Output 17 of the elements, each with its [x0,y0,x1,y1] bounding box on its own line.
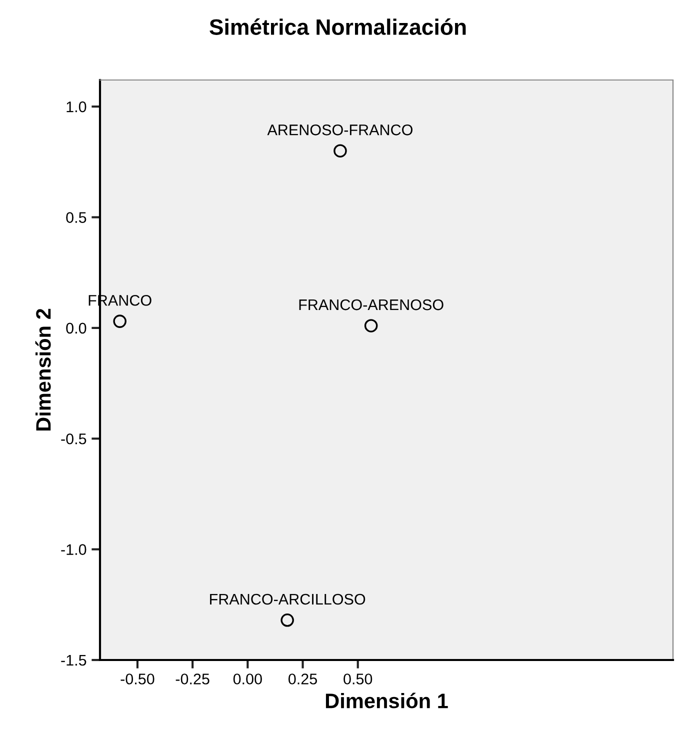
y-tick-label: 0.5 [66,212,86,223]
annotation: FRANCO-ARENOSO [299,299,444,310]
x-tick-label: -0.50 [120,674,154,684]
x-tick-label: 0.25 [288,674,317,684]
y-tick-label: 0.0 [66,322,86,334]
x-tick-label: -0.25 [176,674,210,684]
x-axis-title: Dimensión 1 [326,692,448,708]
y-tick-label: -1.5 [61,655,86,666]
y-tick-label: -1.0 [61,544,86,555]
annotation: ARENOSO-FRANCO [267,124,412,136]
y-tick-label: 1.0 [66,101,86,112]
x-tick-label: 0.50 [344,674,372,684]
y-axis-title: Dimensión 2 [35,308,51,431]
chart-title: Simétrica Normalización [210,18,466,35]
x-tick-label: 0.00 [233,674,262,684]
y-tick-label: -0.5 [61,433,86,444]
annotation: FRANCO-ARCILLOSO [210,594,366,605]
